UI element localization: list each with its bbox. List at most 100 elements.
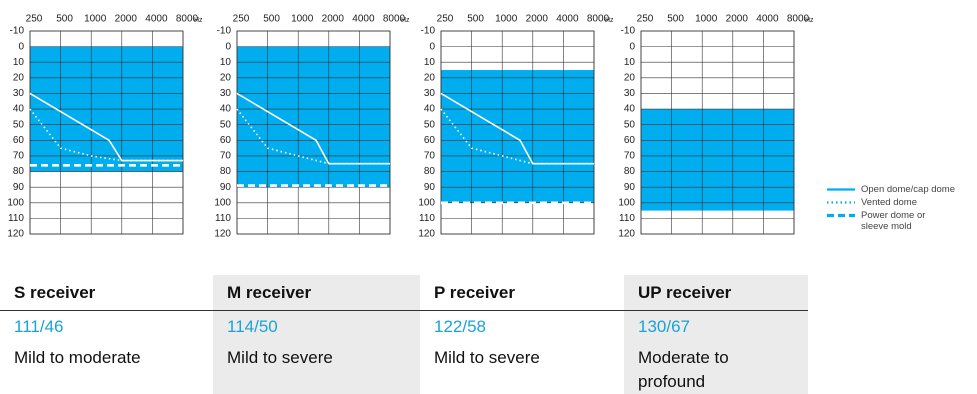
y-tick-label: -10 (621, 26, 636, 37)
y-tick-label: 60 (13, 135, 25, 146)
y-tick-label: 60 (424, 135, 436, 146)
y-tick-label: 80 (220, 166, 232, 177)
y-tick-label: 50 (13, 119, 25, 130)
y-tick-label: 0 (225, 41, 231, 52)
x-unit: Hz (401, 17, 410, 24)
x-unit: Hz (194, 17, 203, 24)
x-tick-label: 500 (667, 14, 684, 25)
hearing-loss-range: Moderate to profound (638, 348, 729, 391)
x-tick-label: 250 (233, 14, 250, 25)
y-tick-label: 30 (220, 88, 232, 99)
legend-item: Power dome or sleeve mold (827, 210, 955, 232)
hearing-loss-range: Mild to severe (434, 348, 540, 367)
x-tick-label: 8000 (787, 14, 810, 25)
y-tick-label: 60 (220, 135, 232, 146)
y-tick-label: 110 (8, 213, 24, 224)
plot-border (29, 30, 184, 235)
column-header: M receiver (213, 275, 420, 311)
y-tick-label: 50 (424, 119, 436, 130)
x-tick-label: 8000 (176, 14, 199, 25)
y-tick-label: 30 (624, 88, 636, 99)
y-tick-label: 100 (418, 197, 435, 208)
y-tick-label: 80 (13, 166, 25, 177)
y-tick-label: 0 (429, 41, 435, 52)
y-tick-label: 20 (220, 72, 232, 83)
x-tick-label: 250 (637, 14, 654, 25)
y-tick-label: 40 (624, 104, 636, 115)
x-tick-label: 4000 (145, 14, 168, 25)
table-column: UP receiver 130/67 Moderate to profound (624, 275, 808, 394)
series-line (440, 108, 594, 165)
series-line (236, 108, 390, 165)
x-tick-label: 1000 (84, 14, 107, 25)
hearing-range (441, 70, 594, 203)
x-tick-label: 8000 (383, 14, 406, 25)
x-tick-label: 2000 (322, 14, 345, 25)
column-header: S receiver (0, 275, 213, 311)
y-tick-label: 0 (629, 41, 635, 52)
receiver-value: 111/46 (14, 317, 64, 336)
y-tick-label: 120 (7, 229, 24, 240)
y-tick-label: 100 (618, 197, 635, 208)
receiver-value: 130/67 (638, 317, 690, 336)
legend-swatch (827, 201, 855, 204)
y-tick-label: 60 (624, 135, 636, 146)
x-unit: Hz (805, 17, 814, 24)
series-line (29, 92, 183, 162)
hearing-loss-range: Mild to moderate (14, 348, 141, 367)
table-column: P receiver 122/58 Mild to severe (420, 275, 624, 394)
x-tick-label: 2000 (726, 14, 749, 25)
x-tick-label: 2000 (526, 14, 549, 25)
legend: Open dome/cap dome Vented dome Power dome … (827, 184, 955, 234)
x-tick-label: 1000 (695, 14, 718, 25)
table-column: S receiver 111/46 Mild to moderate (0, 275, 213, 394)
legend-item: Vented dome (827, 197, 955, 208)
y-tick-label: 90 (424, 182, 436, 193)
series-line (29, 108, 183, 162)
y-tick-label: 70 (424, 151, 436, 162)
y-tick-label: 70 (13, 151, 25, 162)
table: S receiver 111/46 Mild to moderate M receiv… (0, 275, 808, 394)
y-tick-label: -10 (217, 26, 232, 37)
y-tick-label: 30 (13, 88, 25, 99)
hearing-range (237, 46, 390, 188)
y-tick-label: 70 (624, 151, 636, 162)
y-tick-label: 50 (624, 119, 636, 130)
series-line (236, 92, 390, 165)
legend-label: Vented dome (861, 197, 917, 208)
x-tick-label: 8000 (587, 14, 610, 25)
y-tick-label: -10 (10, 26, 25, 37)
x-tick-label: 500 (56, 14, 73, 25)
column-header: P receiver (420, 275, 624, 311)
plot-border (236, 30, 391, 235)
x-tick-label: 2000 (115, 14, 138, 25)
y-tick-label: 80 (424, 166, 436, 177)
y-tick-label: 40 (13, 104, 25, 115)
legend-swatch (827, 213, 855, 218)
y-tick-label: 20 (13, 72, 25, 83)
legend-label: Power dome or sleeve mold (861, 210, 926, 232)
y-tick-label: 10 (424, 57, 436, 68)
x-tick-label: 500 (263, 14, 280, 25)
y-tick-label: 0 (18, 41, 24, 52)
y-tick-label: 100 (7, 197, 24, 208)
y-tick-label: 110 (215, 213, 231, 224)
y-tick-label: 120 (214, 229, 231, 240)
y-tick-label: 110 (419, 213, 435, 224)
y-tick-label: 10 (220, 57, 232, 68)
y-tick-label: 20 (424, 72, 436, 83)
y-tick-label: 20 (624, 72, 636, 83)
y-tick-label: 10 (624, 57, 636, 68)
hearing-range (641, 109, 794, 211)
series-line (440, 92, 594, 165)
x-unit: Hz (605, 17, 614, 24)
plot-border (640, 30, 795, 235)
y-tick-label: 30 (424, 88, 436, 99)
plot-border (440, 30, 595, 235)
y-tick-label: 50 (220, 119, 232, 130)
y-tick-label: 120 (618, 229, 635, 240)
y-tick-label: 80 (624, 166, 636, 177)
column-header: UP receiver (624, 275, 808, 311)
